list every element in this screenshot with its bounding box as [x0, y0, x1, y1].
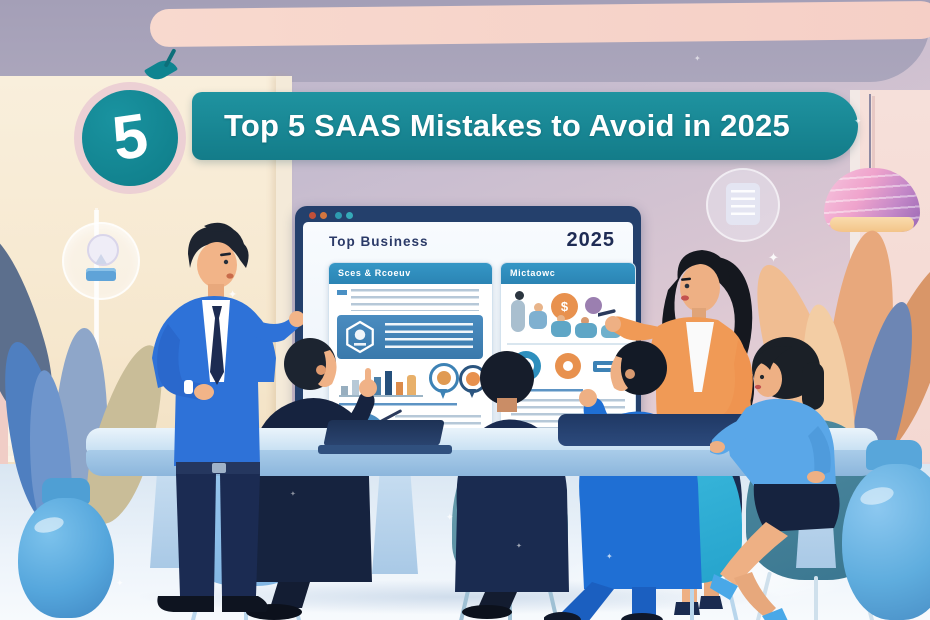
mini-tag [593, 361, 617, 372]
window-control-dot [346, 212, 353, 219]
laptop [318, 420, 452, 456]
idea-bubble [62, 222, 140, 300]
screen-window-title: Top Business [329, 234, 429, 249]
light-streak [95, 208, 98, 468]
presenter-man [152, 222, 303, 612]
vase-left [18, 478, 114, 618]
ceiling-stripe [149, 0, 930, 48]
pendant-lamp [824, 168, 920, 232]
lightbulb-base [86, 268, 116, 281]
vase-right [842, 440, 930, 620]
table-leg [372, 476, 418, 574]
badge-number: 5 [108, 100, 152, 175]
document-bubble [706, 168, 780, 242]
window-control-dot [335, 212, 342, 219]
right-card-header: Mictaowc [501, 263, 635, 284]
title-banner: Top 5 SAAS Mistakes to Avoid in 2025 [192, 92, 858, 160]
page-title: Top 5 SAAS Mistakes to Avoid in 2025 [224, 108, 790, 143]
lamp-cord [869, 94, 871, 172]
left-card-header: Sces & Rcoeuv [329, 263, 492, 284]
window-control-dot [320, 212, 327, 219]
screen-year: 2025 [566, 229, 615, 251]
lightbulb-filament [95, 254, 107, 264]
seated-woman [710, 337, 840, 620]
team-figures-icon: $ [507, 291, 629, 339]
wall-pink-strip [0, 338, 8, 472]
lightbulb-icon [87, 234, 119, 266]
document-icon [726, 183, 760, 225]
dollar-circle-icon: $ [551, 293, 578, 320]
number-badge: 5 [82, 90, 178, 186]
window-control-dot [309, 212, 316, 219]
shield-hexagon-icon [346, 320, 374, 354]
info-panel [337, 315, 483, 359]
gear-circle-icon [555, 353, 581, 379]
